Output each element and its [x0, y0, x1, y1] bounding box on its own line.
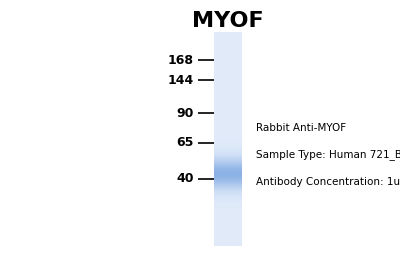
Text: 65: 65	[177, 136, 194, 149]
Text: Sample Type: Human 721_B: Sample Type: Human 721_B	[256, 150, 400, 160]
Text: Antibody Concentration: 1ug/mL: Antibody Concentration: 1ug/mL	[256, 176, 400, 187]
Text: 90: 90	[177, 107, 194, 120]
Text: 40: 40	[176, 172, 194, 185]
Text: 168: 168	[168, 54, 194, 66]
Text: 144: 144	[168, 74, 194, 87]
Text: MYOF: MYOF	[192, 11, 264, 31]
Text: Rabbit Anti-MYOF: Rabbit Anti-MYOF	[256, 123, 346, 133]
